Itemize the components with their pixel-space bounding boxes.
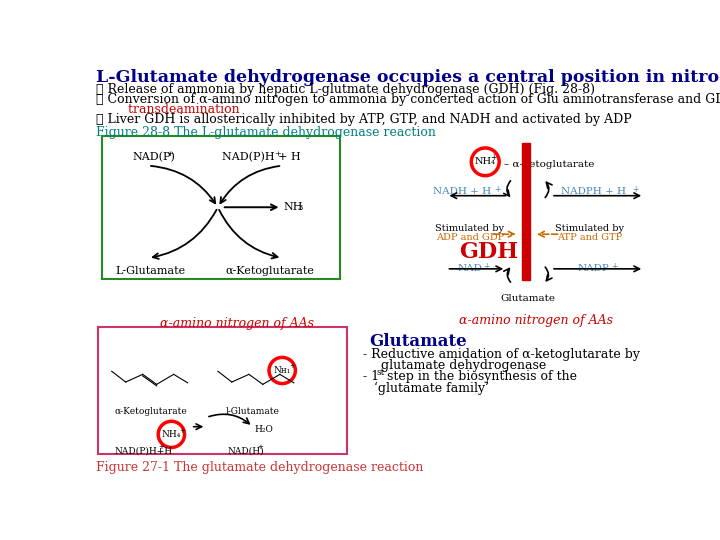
Text: ‘glutamate family’: ‘glutamate family’: [374, 381, 490, 395]
Text: NAD: NAD: [457, 265, 482, 273]
Text: NH₄: NH₄: [474, 157, 496, 166]
Text: L-Glutamate dehydrogenase occupies a central position in nitrogen metabolism: L-Glutamate dehydrogenase occupies a cen…: [96, 69, 720, 86]
FancyBboxPatch shape: [102, 137, 341, 279]
Text: +: +: [179, 428, 185, 434]
Text: +: +: [494, 185, 500, 194]
Text: - 1: - 1: [363, 370, 379, 383]
Text: Glutamate: Glutamate: [369, 333, 467, 350]
Text: NAD(P)H+H: NAD(P)H+H: [114, 447, 173, 456]
Text: α-Ketoglutarate: α-Ketoglutarate: [114, 408, 187, 416]
Text: +: +: [490, 153, 496, 161]
Text: NAD(H): NAD(H): [228, 447, 264, 456]
Text: +: +: [611, 262, 618, 271]
Text: 3: 3: [297, 204, 302, 212]
Text: NH: NH: [284, 202, 303, 212]
Text: +: +: [258, 444, 264, 450]
Text: st: st: [377, 368, 385, 377]
Text: Stimulated by: Stimulated by: [436, 224, 504, 233]
Bar: [523, 143, 530, 280]
Text: α-amino nitrogen of AAs: α-amino nitrogen of AAs: [459, 314, 613, 327]
Text: +: +: [289, 363, 295, 369]
Circle shape: [269, 357, 295, 383]
Text: l-Glutamate: l-Glutamate: [225, 408, 279, 416]
Circle shape: [472, 148, 499, 176]
Text: NADH + H: NADH + H: [433, 187, 491, 197]
Text: Figure 28-8 The L-glutamate dehydrogenase reaction: Figure 28-8 The L-glutamate dehydrogenas…: [96, 126, 436, 139]
Text: NADPH + H: NADPH + H: [562, 187, 626, 197]
Text: - Reductive amidation of α-ketoglutarate by: - Reductive amidation of α-ketoglutarate…: [363, 348, 640, 361]
Text: Figure 27-1 The glutamate dehydrogenase reaction: Figure 27-1 The glutamate dehydrogenase …: [96, 461, 423, 474]
Text: GDH: GDH: [459, 241, 518, 263]
Text: α-amino nitrogen of AAs: α-amino nitrogen of AAs: [161, 318, 314, 330]
Text: ATP and GTP: ATP and GTP: [557, 233, 623, 242]
Text: Glutamate: Glutamate: [500, 294, 555, 303]
Text: +: +: [274, 150, 281, 158]
Text: ADP and GDP: ADP and GDP: [436, 233, 504, 242]
Text: NAD(P)H + H: NAD(P)H + H: [222, 152, 300, 162]
Text: Stimulated by: Stimulated by: [555, 224, 624, 233]
Text: ② Conversion of α-amino nitrogen to ammonia by concerted action of Glu aminotran: ② Conversion of α-amino nitrogen to ammo…: [96, 93, 720, 106]
Text: Nʜ₁: Nʜ₁: [274, 366, 291, 375]
Text: ③ Liver GDH is allosterically inhibited by ATP, GTP, and NADH and activated by A: ③ Liver GDH is allosterically inhibited …: [96, 112, 632, 125]
Text: +: +: [632, 185, 639, 194]
Text: ① Release of ammonia by hepatic L-glutmate dehydrogenase (GDH) (Fig. 28-8): ① Release of ammonia by hepatic L-glutma…: [96, 83, 595, 96]
Text: +: +: [158, 444, 164, 450]
Text: +: +: [484, 262, 490, 271]
Circle shape: [158, 421, 184, 448]
Text: +: +: [166, 150, 173, 158]
Text: transdeamination: transdeamination: [112, 103, 239, 116]
Text: – α-ketoglutarate: – α-ketoglutarate: [504, 160, 594, 168]
Text: L-Glutamate: L-Glutamate: [116, 266, 186, 276]
Text: NH₄: NH₄: [162, 430, 181, 439]
Text: glutamate dehydrogenase: glutamate dehydrogenase: [381, 359, 546, 372]
Text: H₂O: H₂O: [255, 425, 274, 434]
Text: step in the biosynthesis of the: step in the biosynthesis of the: [383, 370, 577, 383]
FancyBboxPatch shape: [98, 327, 347, 454]
Text: NAD(P): NAD(P): [132, 152, 176, 162]
Text: NADP: NADP: [578, 265, 610, 273]
Text: α-Ketoglutarate: α-Ketoglutarate: [225, 266, 315, 276]
